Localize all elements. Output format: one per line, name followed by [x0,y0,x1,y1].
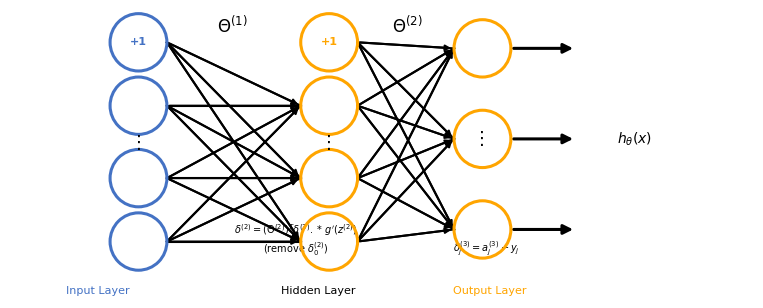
Text: $\delta^{(2)} = (\Theta^{(2)})^T\delta^{(3)}.*\,g'(z^{(2)})$
(remove $\delta_0^{: $\delta^{(2)} = (\Theta^{(2)})^T\delta^{… [233,222,357,258]
Text: +1: +1 [130,37,147,47]
Text: ⋮: ⋮ [474,130,491,148]
Text: +1: +1 [320,37,338,47]
Text: ⋮: ⋮ [130,134,147,152]
Text: Hidden Layer: Hidden Layer [281,286,356,296]
Text: $\Theta^{(2)}$: $\Theta^{(2)}$ [392,15,423,36]
Text: $\Theta^{(1)}$: $\Theta^{(1)}$ [217,15,247,36]
Text: ⋮: ⋮ [320,134,338,152]
Text: Input Layer: Input Layer [66,286,129,296]
Text: Output Layer: Output Layer [453,286,526,296]
Text: $\delta_j^{(3)} = a_j^{(3)} - y_j$: $\delta_j^{(3)} = a_j^{(3)} - y_j$ [452,240,520,258]
Text: $h_\theta(x)$: $h_\theta(x)$ [617,130,652,148]
